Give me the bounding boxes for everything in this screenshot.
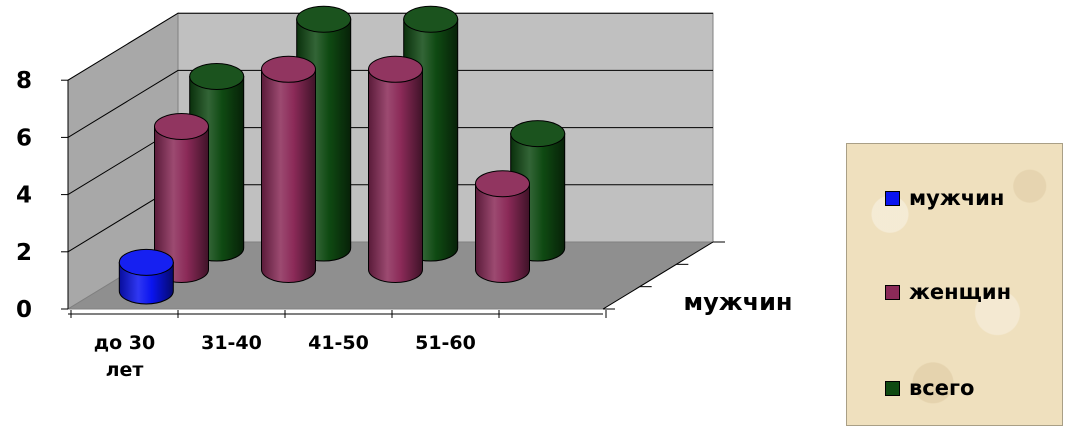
bar-top (510, 120, 566, 148)
bar-body (368, 68, 423, 283)
legend-label-women: женщин (909, 280, 1012, 304)
legend-swatch-men (885, 190, 900, 206)
legend-item-total: всего (885, 376, 974, 400)
bar-top (118, 248, 174, 276)
x-tick-label: 51-60 (415, 332, 476, 354)
chart-legend: мужчин женщин всего (846, 143, 1063, 426)
legend-swatch-total (885, 380, 900, 396)
y-tick-label: 2 (16, 240, 32, 266)
bar (118, 248, 174, 305)
legend-item-men: мужчин (885, 186, 1004, 210)
y-tick-label: 6 (16, 125, 32, 151)
x-tick-label: 41-50 (308, 332, 369, 354)
depth-axis-line (602, 241, 714, 310)
bar (261, 55, 316, 283)
bar (475, 170, 530, 283)
bar-top (368, 55, 423, 83)
bar-top (189, 62, 245, 90)
y-tick-label: 4 (16, 183, 32, 209)
bar-top (403, 5, 459, 33)
bar-top (154, 113, 209, 140)
legend-swatch-women (885, 284, 900, 300)
bar (154, 113, 209, 283)
bar (368, 55, 423, 283)
bar-top (475, 170, 530, 198)
y-tick-label: 8 (16, 68, 32, 94)
gridline (67, 12, 713, 81)
y-tick-label: 0 (16, 297, 32, 323)
bar-top (261, 55, 316, 83)
x-tick-label: 31-40 (201, 332, 262, 354)
chart-plot: 0 2 4 6 8 мужчин до 30 лет 31-40 41-50 51-60 (16, 5, 793, 381)
bar-top (296, 5, 352, 33)
x-tick-label: до 30 лет (94, 332, 155, 381)
legend-label-total: всего (909, 376, 975, 400)
bar-body (475, 183, 530, 283)
gridline (67, 69, 713, 138)
legend-label-men: мужчин (909, 186, 1005, 210)
legend-item-women: женщин (885, 280, 1011, 304)
bar-body (261, 68, 316, 283)
depth-axis-label: мужчин (683, 288, 792, 316)
